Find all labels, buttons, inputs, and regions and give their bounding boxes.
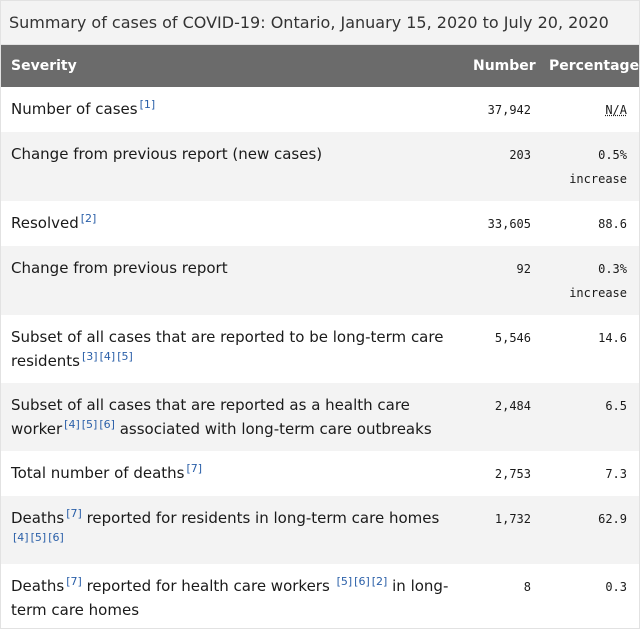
- footnote-link[interactable]: [5]: [117, 350, 133, 363]
- footnote-link[interactable]: [7]: [66, 575, 82, 588]
- footnote-link[interactable]: [6]: [99, 418, 115, 431]
- label-text: Total number of deaths: [11, 464, 185, 482]
- na-abbr: N/A: [605, 103, 627, 117]
- table-row: Resolved [2] 33,605 88.6: [1, 201, 639, 246]
- row-percentage: N/A: [539, 87, 639, 132]
- row-number: 203: [463, 132, 539, 201]
- footnote-link[interactable]: [5]: [81, 418, 98, 431]
- footnote-link[interactable]: [6]: [354, 575, 370, 588]
- row-percentage: 0.5% increase: [539, 132, 639, 201]
- row-number: 1,732: [463, 496, 539, 564]
- row-label: Resolved [2]: [1, 201, 463, 246]
- pct-note: increase: [569, 286, 627, 300]
- pct-value: 0.3%: [598, 262, 627, 276]
- row-number: 33,605: [487, 217, 531, 231]
- pct-note: increase: [569, 172, 627, 186]
- footnote-link[interactable]: [7]: [186, 462, 203, 475]
- label-text: Resolved: [11, 214, 79, 232]
- footnote-link[interactable]: [6]: [48, 531, 64, 544]
- row-label: Deaths [7] reported for health care worke…: [1, 564, 463, 628]
- label-text-cont: associated with long-term care outbreaks: [119, 420, 432, 438]
- footnote-link[interactable]: [5]: [30, 531, 47, 544]
- table-row: Total number of deaths [7] 2,753 7.3: [1, 451, 639, 496]
- label-text-cont: reported for residents in long-term care…: [86, 509, 440, 527]
- header-severity: Severity: [1, 45, 463, 87]
- row-percentage: 6.5: [539, 383, 639, 451]
- table-caption: Summary of cases of COVID-19: Ontario, J…: [1, 1, 639, 45]
- row-number: 8: [523, 580, 531, 594]
- label-text: Deaths: [11, 509, 65, 527]
- footnote-link[interactable]: [4]: [13, 531, 29, 544]
- row-label: Subset of all cases that are reported to…: [1, 315, 463, 383]
- table-row: Change from previous report (new cases) …: [1, 132, 639, 201]
- footnote-link[interactable]: [3]: [82, 350, 98, 363]
- table-row: Change from previous report 92 0.3% incre…: [1, 246, 639, 315]
- table-row: Number of cases [1] 37,942 N/A: [1, 87, 639, 132]
- row-number: 5,546: [494, 331, 531, 345]
- row-percentage: 7.3: [605, 467, 627, 481]
- label-text: Number of cases: [11, 100, 138, 118]
- label-text: Change from previous report (new cases): [11, 145, 323, 163]
- label-text-cont: in long-term care homes: [11, 577, 449, 619]
- row-percentage: 62.9: [539, 496, 639, 564]
- row-number: 37,942: [487, 103, 531, 117]
- footnote-link[interactable]: [4]: [64, 418, 80, 431]
- row-number: 2,484: [463, 383, 539, 451]
- footnote-link[interactable]: [2]: [371, 575, 388, 588]
- row-label: Subset of all cases that are reported as…: [1, 383, 463, 451]
- footnote-link[interactable]: [7]: [66, 507, 82, 520]
- row-number: 2,753: [494, 467, 531, 481]
- footnote-link[interactable]: [2]: [80, 212, 97, 225]
- row-percentage: 0.3: [605, 580, 627, 594]
- summary-table: Severity Number Percentage Number of cas…: [1, 45, 639, 628]
- table-row: Subset of all cases that are reported to…: [1, 315, 639, 383]
- table-row: Deaths [7] reported for residents in long…: [1, 496, 639, 564]
- row-number: 92: [463, 246, 539, 315]
- footnote-link[interactable]: [4]: [99, 350, 116, 363]
- label-text: Change from previous report: [11, 259, 228, 277]
- label-text: Deaths: [11, 577, 65, 595]
- footnote-link[interactable]: [1]: [139, 98, 156, 111]
- row-label: Change from previous report (new cases): [1, 132, 463, 201]
- label-text: Subset of all cases that are reported as…: [11, 396, 410, 438]
- row-percentage: 0.3% increase: [539, 246, 639, 315]
- row-percentage: 14.6: [598, 331, 627, 345]
- table-row: Deaths [7] reported for health care worke…: [1, 564, 639, 628]
- row-label: Change from previous report: [1, 246, 463, 315]
- row-label: Number of cases [1]: [1, 87, 463, 132]
- label-text-cont: reported for health care workers: [86, 577, 330, 595]
- header-number: Number: [463, 45, 539, 87]
- pct-value: 0.5%: [598, 148, 627, 162]
- header-percentage: Percentage: [539, 45, 639, 87]
- row-percentage: 88.6: [598, 217, 627, 231]
- table-row: Subset of all cases that are reported as…: [1, 383, 639, 451]
- row-label: Total number of deaths [7]: [1, 451, 463, 496]
- label-text: Subset of all cases that are reported to…: [11, 328, 444, 370]
- row-label: Deaths [7] reported for residents in long…: [1, 496, 463, 564]
- header-row: Severity Number Percentage: [1, 45, 639, 87]
- footnote-link[interactable]: [5]: [336, 575, 353, 588]
